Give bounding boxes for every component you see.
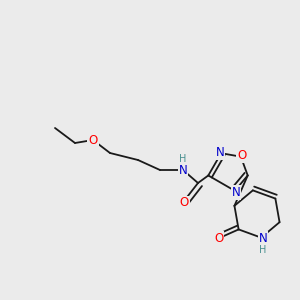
Text: H: H — [260, 244, 267, 255]
Text: N: N — [259, 232, 268, 245]
Text: N: N — [178, 164, 188, 176]
Text: N: N — [216, 146, 224, 159]
Text: O: O — [214, 232, 223, 245]
Text: O: O — [88, 134, 98, 146]
Text: O: O — [237, 149, 247, 162]
Text: H: H — [179, 154, 187, 164]
Text: N: N — [232, 186, 240, 199]
Text: O: O — [179, 196, 189, 209]
